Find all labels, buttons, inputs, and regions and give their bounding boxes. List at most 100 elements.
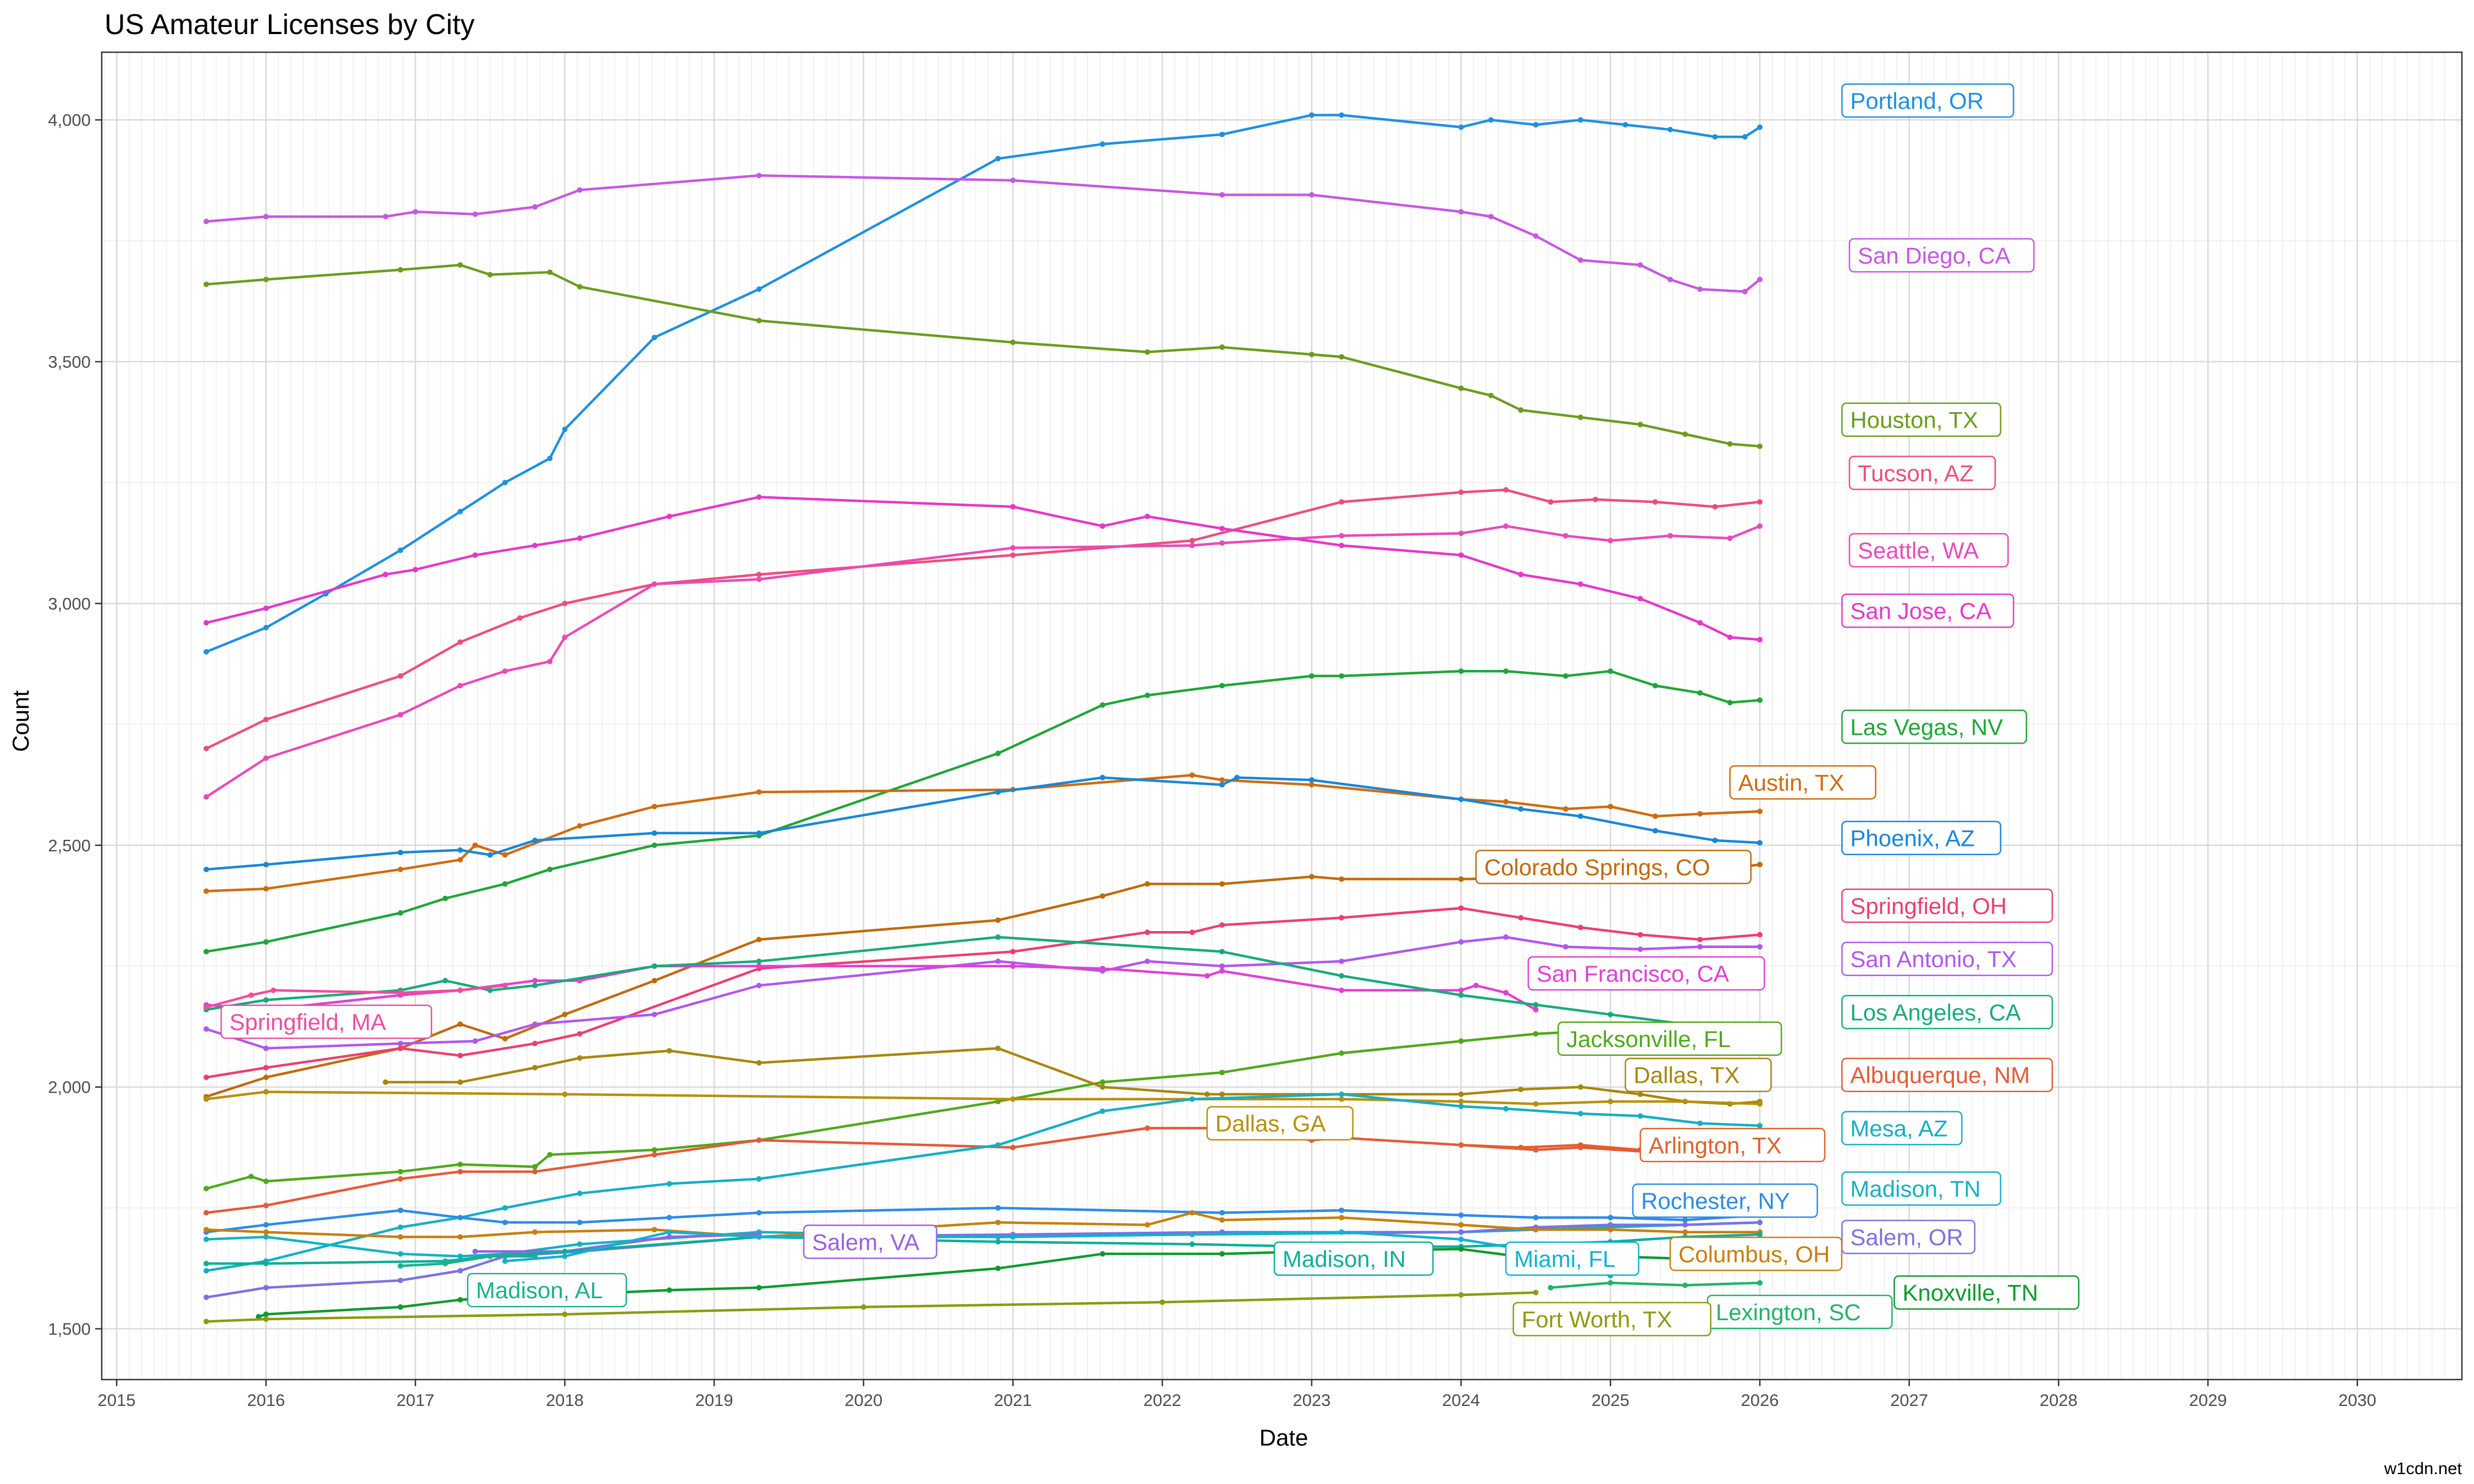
data-point (756, 1284, 762, 1291)
data-point (1219, 949, 1225, 955)
data-point (532, 204, 538, 210)
data-point (756, 1060, 762, 1066)
data-point (1234, 774, 1240, 780)
data-point (203, 1096, 209, 1102)
data-point (1562, 806, 1569, 812)
data-point (1458, 552, 1464, 558)
data-point (1339, 987, 1345, 993)
data-point (1010, 1234, 1016, 1240)
data-point (1458, 876, 1464, 882)
series-line (205, 524, 1761, 799)
data-point (1637, 596, 1643, 602)
data-point (562, 600, 568, 606)
series-label-box (1669, 1237, 1843, 1271)
data-point (1204, 1091, 1210, 1097)
data-point (1100, 1251, 1106, 1257)
series-label: Albuquerque, NM (1841, 1057, 2053, 1092)
series-label: Jacksonville, FL (1557, 1021, 1782, 1056)
data-point (577, 823, 583, 829)
series-label-box (1841, 83, 2014, 118)
series-lexington-sc (1548, 1280, 1763, 1291)
data-point (995, 1142, 1001, 1148)
data-point (502, 1036, 508, 1042)
data-point (562, 427, 568, 433)
data-point (1503, 990, 1509, 996)
data-point (1339, 354, 1345, 360)
data-point (457, 1079, 463, 1085)
series-label-text: Portland, OR (1850, 88, 1984, 114)
x-tick-label: 2027 (1890, 1391, 1928, 1410)
data-point (1577, 924, 1583, 931)
x-tick-label: 2029 (2189, 1391, 2227, 1410)
data-point (1100, 1084, 1106, 1090)
series-label: Austin, TX (1729, 765, 1876, 800)
series-label: Mesa, AZ (1841, 1111, 1963, 1145)
data-point (397, 850, 404, 856)
series-label: Madison, IN (1273, 1241, 1434, 1276)
data-point (203, 1004, 209, 1010)
data-point (577, 187, 583, 193)
data-point (487, 987, 493, 993)
series-label-text: Madison, AL (476, 1277, 603, 1303)
data-point (1100, 893, 1106, 899)
data-point (203, 1319, 209, 1325)
data-point (1503, 934, 1509, 940)
data-point (1458, 796, 1464, 802)
data-point (457, 1215, 463, 1221)
data-point (1339, 1091, 1345, 1097)
data-point (1608, 1227, 1614, 1233)
data-point (1339, 958, 1345, 964)
data-point (1144, 1222, 1150, 1228)
data-point (1010, 1144, 1016, 1150)
data-point (995, 934, 1001, 940)
data-point (1742, 134, 1748, 140)
data-point (472, 842, 478, 848)
series-label-box (1841, 1057, 2053, 1092)
data-point (577, 284, 583, 290)
series-label-box (467, 1272, 627, 1308)
data-point (1757, 1280, 1763, 1286)
data-point (1339, 542, 1345, 549)
data-point (472, 1038, 478, 1044)
data-point (1503, 799, 1509, 805)
series-label-text: Knoxville, TN (1903, 1280, 2039, 1306)
data-point (263, 605, 269, 611)
data-point (1159, 1299, 1166, 1305)
data-point (1100, 1079, 1106, 1085)
data-point (397, 866, 404, 872)
series-san-diego-ca (203, 173, 1763, 295)
series-label-box (1841, 1111, 1963, 1145)
series-line (205, 174, 1761, 293)
data-point (397, 547, 404, 553)
data-point (562, 1248, 568, 1254)
series-label: Colorado Springs, CO (1475, 850, 1752, 884)
data-point (1219, 525, 1225, 531)
data-point (651, 335, 658, 341)
data-point (1757, 944, 1763, 950)
data-point (577, 1055, 583, 1061)
data-point (1757, 932, 1763, 938)
data-point (577, 1241, 583, 1247)
series-label: Springfield, MA (220, 1004, 433, 1039)
data-point (263, 1234, 269, 1240)
series-label-text: Rochester, NY (1641, 1188, 1790, 1214)
data-point (248, 1173, 254, 1180)
data-point (457, 1234, 463, 1240)
data-point (1533, 1031, 1539, 1037)
series-label-box (1841, 888, 2053, 923)
data-point (1518, 806, 1524, 812)
data-point (1757, 862, 1763, 868)
data-point (203, 745, 209, 751)
data-point (517, 615, 523, 621)
x-tick-label: 2028 (2040, 1391, 2078, 1410)
data-point (1219, 683, 1225, 689)
data-point (1577, 414, 1583, 420)
data-point (995, 917, 1001, 923)
data-point (397, 1304, 404, 1310)
series-springfield-ma (203, 982, 508, 1010)
data-point (1757, 1232, 1763, 1238)
series-line (205, 935, 1761, 1050)
data-point (457, 857, 463, 863)
series-label: San Francisco, CA (1527, 956, 1765, 991)
data-point (412, 567, 418, 573)
